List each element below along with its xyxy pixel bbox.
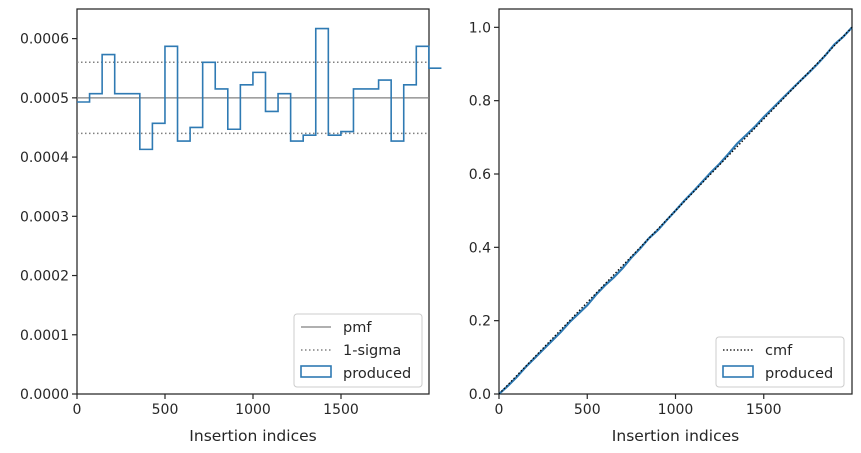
- left-chart-panel: 0 500 1000 1500 0.00000.00010.00020.00030.0…: [20, 8, 442, 445]
- x-tick-label: 500: [574, 402, 601, 418]
- y-tick-label: 0.0002: [20, 269, 69, 285]
- x-tick-label: 0: [495, 402, 504, 418]
- y-tick-label: 0.0001: [20, 328, 69, 344]
- right-plot-frame: [498, 8, 853, 395]
- y-tick-label: 0.0004: [20, 150, 69, 166]
- x-tick-label: 0: [73, 402, 82, 418]
- left-x-axis-label: Insertion indices: [189, 427, 316, 445]
- y-tick-label: 0.2: [469, 314, 491, 330]
- x-tick-label: 1500: [746, 402, 782, 418]
- y-tick-label: 0.0: [469, 387, 491, 403]
- legend-sigma-label: 1-sigma: [343, 343, 401, 359]
- left-legend: pmf 1-sigma produced: [293, 313, 423, 388]
- x-tick-label: 1500: [323, 402, 359, 418]
- produced-step-path: [77, 27, 442, 151]
- y-tick-label: 1.0: [469, 20, 491, 36]
- y-tick-label: 0.0006: [20, 32, 69, 48]
- cmf-line: [498, 26, 853, 395]
- right-y-axis-ticks: 0.0 0.2 0.4 0.6 0.8 1.0: [469, 20, 499, 403]
- legend-produced-swatch: [300, 365, 332, 378]
- y-tick-label: 0.0000: [20, 387, 69, 403]
- legend-cmf-label: cmf: [765, 343, 793, 359]
- right-x-axis-ticks: 0 500 1000 1500: [495, 394, 782, 418]
- y-tick-label: 0.0003: [20, 209, 69, 225]
- cmf-lines: [498, 26, 853, 395]
- x-tick-label: 1000: [658, 402, 694, 418]
- y-tick-label: 0.8: [469, 94, 491, 110]
- one-sigma-lines: [77, 61, 429, 135]
- y-tick-label: 0.0005: [20, 91, 69, 107]
- left-legend-box: [293, 313, 423, 388]
- legend-pmf-label: pmf: [343, 320, 372, 336]
- produced-histogram: [77, 27, 442, 151]
- x-tick-label: 1000: [235, 402, 271, 418]
- x-tick-label: 500: [152, 402, 179, 418]
- legend-produced-swatch: [722, 365, 754, 378]
- legend-produced-label: produced: [765, 366, 833, 382]
- left-y-axis-ticks: 0.0000 0.0001 0.0002 0.0003 0.0004 0.0005 0.00…: [20, 32, 77, 403]
- right-legend: cmf produced: [715, 336, 845, 388]
- right-chart-panel: 0 500 1000 1500 0.0 0.2 0.4 0.6 0.8 1.0 Insertio…: [469, 8, 853, 445]
- y-tick-label: 0.6: [469, 167, 491, 183]
- right-x-axis-label: Insertion indices: [612, 427, 739, 445]
- legend-produced-label: produced: [343, 366, 411, 382]
- y-tick-label: 0.4: [469, 240, 491, 256]
- left-x-axis-ticks: 0 500 1000 1500: [73, 394, 359, 418]
